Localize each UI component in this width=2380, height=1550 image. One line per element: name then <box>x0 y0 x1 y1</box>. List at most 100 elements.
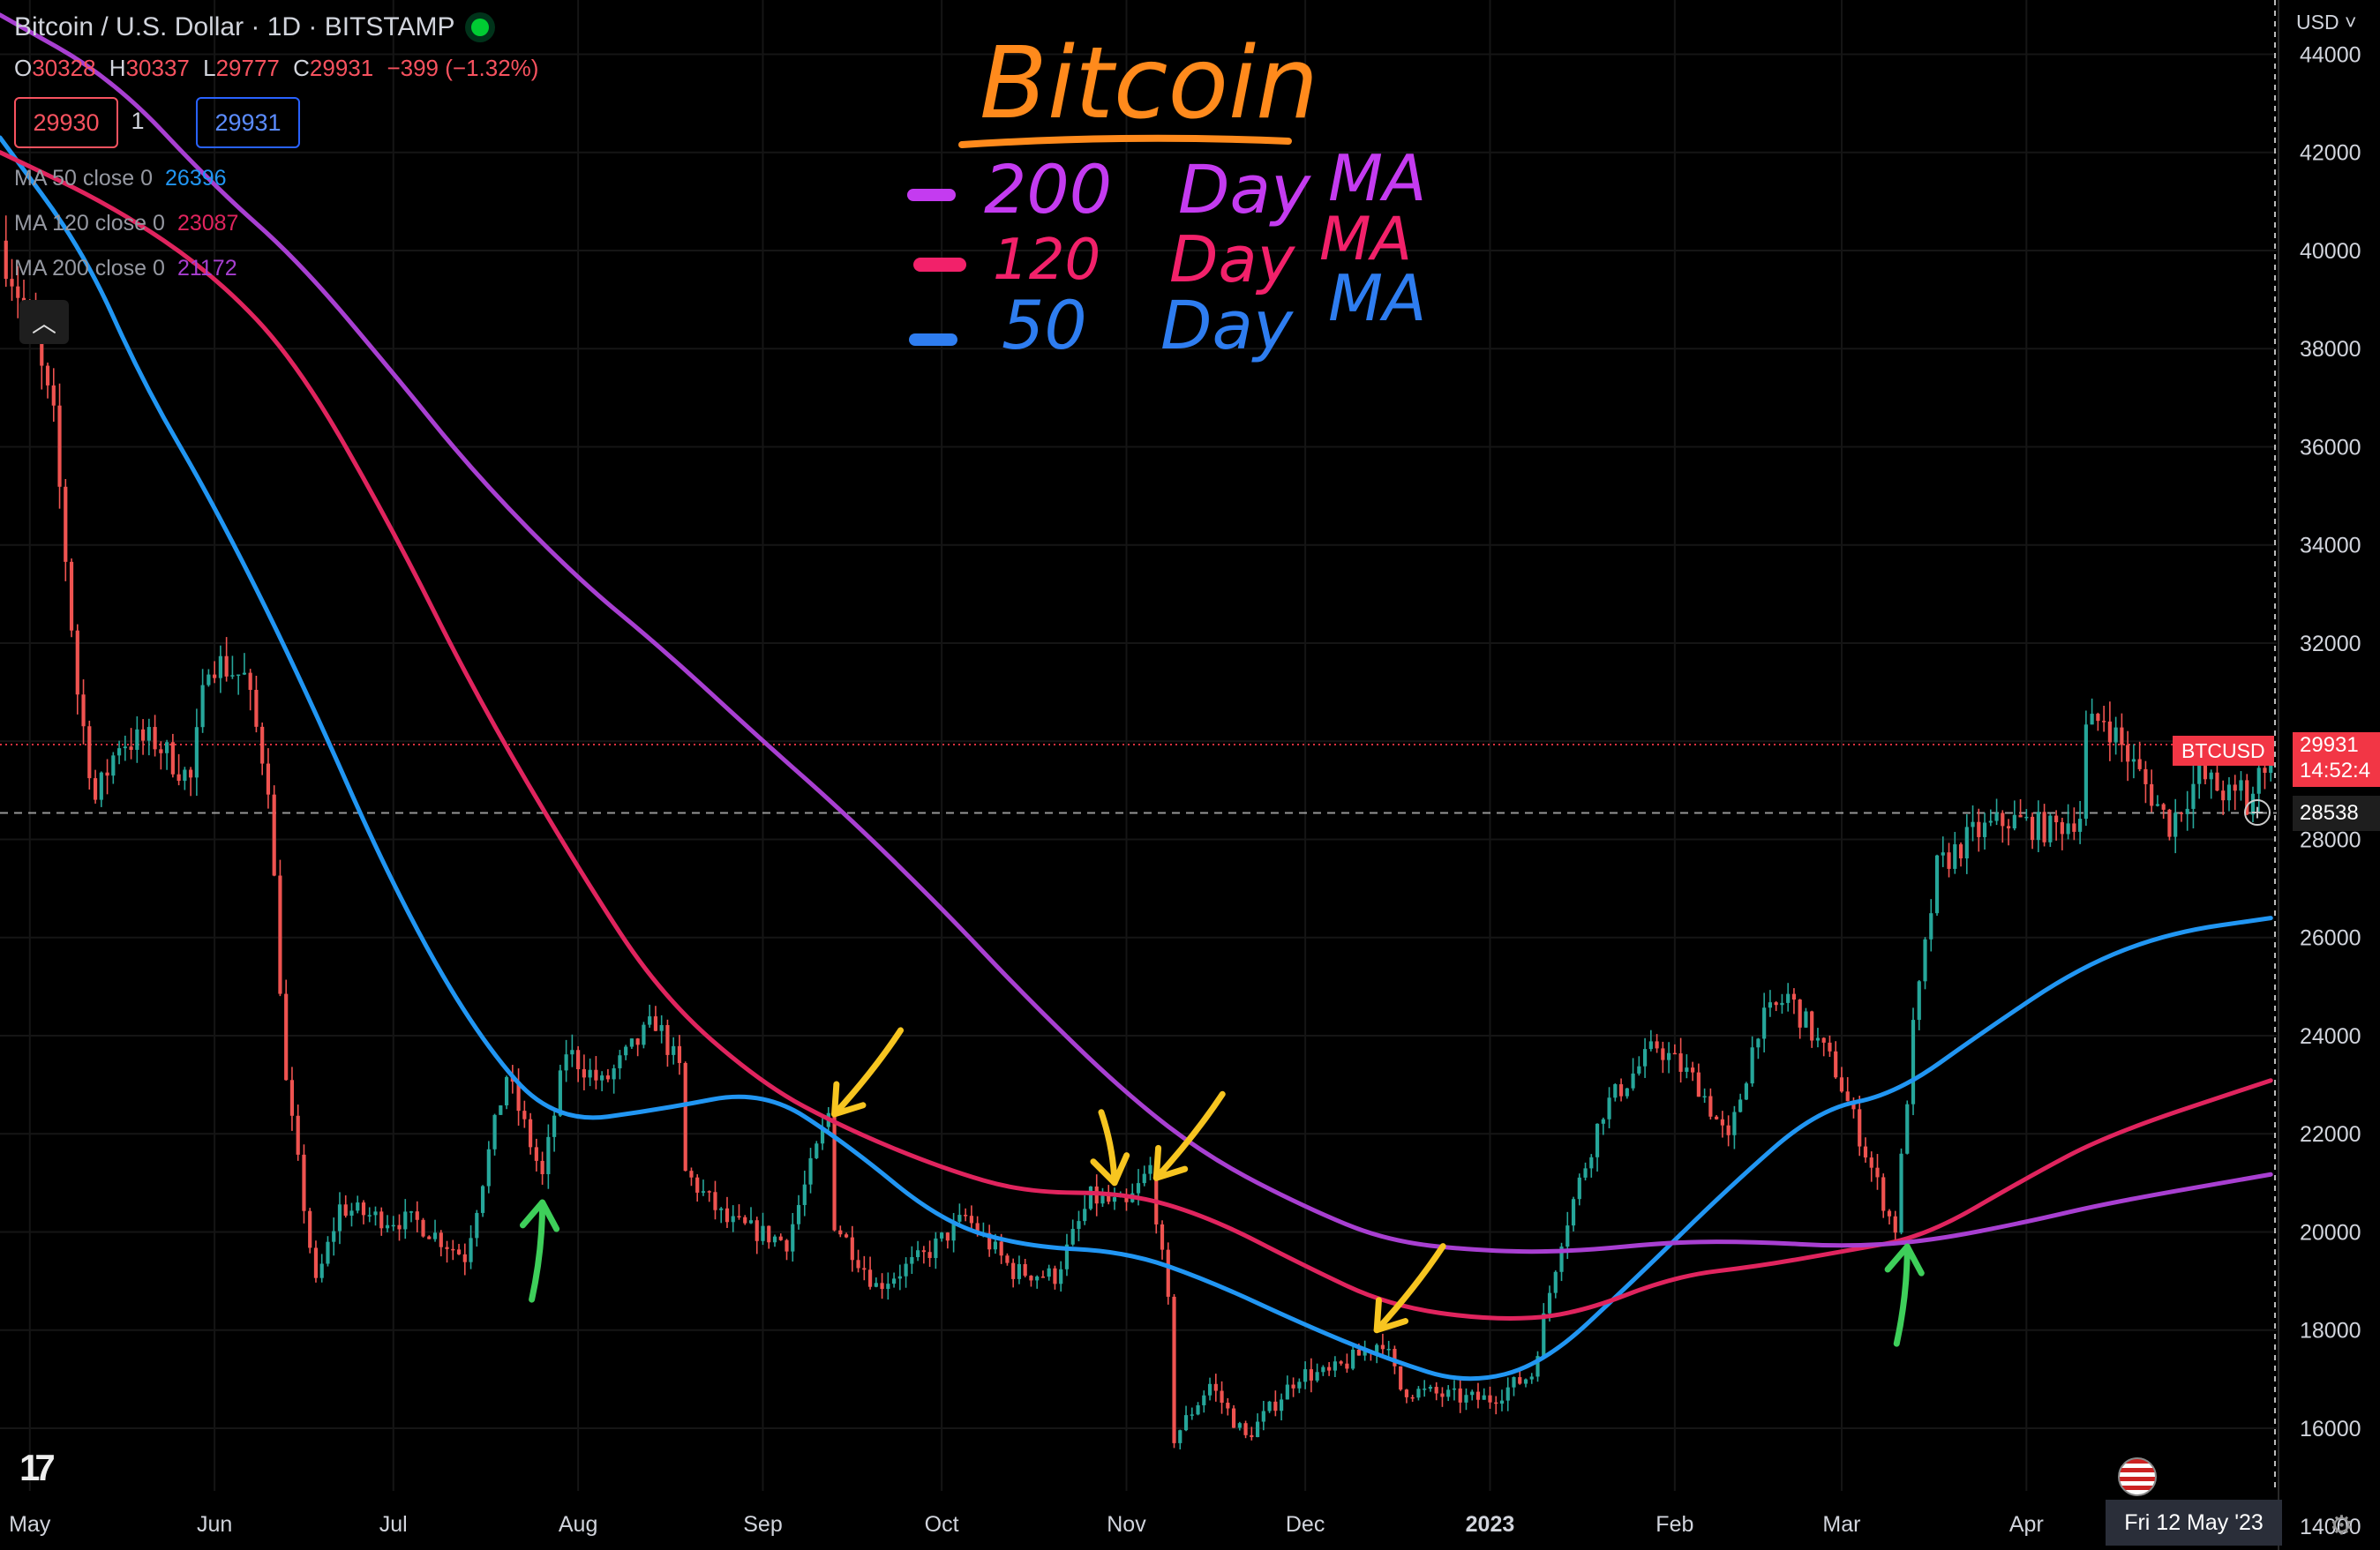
candle-body <box>904 1263 908 1277</box>
candle-body <box>1708 1096 1713 1117</box>
candle-body <box>1458 1388 1462 1403</box>
ma50-line <box>0 135 2273 1382</box>
candle-body <box>558 1070 562 1116</box>
gear-icon[interactable]: ⚙ <box>2330 1511 2354 1540</box>
arrow-shaft <box>529 1199 546 1303</box>
candle-body <box>1356 1349 1361 1356</box>
time-tick-label: Sep <box>743 1512 782 1537</box>
candle-body <box>10 279 14 287</box>
candle-body <box>296 1115 300 1155</box>
candle-body <box>677 1045 682 1063</box>
candle-body <box>2245 780 2249 815</box>
candle-body <box>1107 1195 1111 1202</box>
candle-body <box>2001 812 2005 827</box>
candle-body <box>1702 1096 1707 1098</box>
candle-body <box>635 1038 640 1045</box>
candle-body <box>1964 827 1969 859</box>
time-tick-label: Dec <box>1286 1512 1325 1537</box>
candle-body <box>2179 812 2184 814</box>
time-tick-label: Aug <box>559 1512 597 1537</box>
candle-body <box>75 630 79 695</box>
currency-selector[interactable]: USD ˅ <box>2296 11 2356 34</box>
us-flag-icon[interactable] <box>2118 1457 2157 1496</box>
candle-body <box>2030 816 2035 841</box>
legend-period: 200 <box>984 150 1113 228</box>
candle-body <box>1273 1401 1278 1411</box>
symbol-header[interactable]: Bitcoin / U.S. Dollar · 1D · BITSTAMP <box>14 12 489 42</box>
candle-body <box>957 1215 962 1222</box>
candle-body <box>1386 1349 1391 1351</box>
candle-body <box>469 1238 473 1262</box>
candle-body <box>2209 772 2213 780</box>
indicator-value: 26396 <box>165 166 227 191</box>
candle-body <box>1642 1049 1648 1067</box>
sell-price-button[interactable]: 29930 <box>14 97 118 148</box>
candle-body <box>403 1211 408 1230</box>
low-label: L <box>203 55 216 81</box>
candle-body <box>176 774 181 782</box>
candle-body <box>64 486 68 562</box>
crosshair-price: 28538 <box>2300 801 2359 825</box>
candle-body <box>1786 993 1791 1003</box>
candle-body <box>236 674 241 677</box>
tradingview-logo[interactable]: 17 <box>19 1447 56 1488</box>
buy-price-button[interactable]: 29931 <box>196 97 300 148</box>
candle-body <box>1768 1002 1773 1008</box>
candle-body <box>2174 812 2178 837</box>
close-label: C <box>293 55 310 81</box>
candle-body <box>1178 1430 1182 1443</box>
candle-body <box>183 769 187 782</box>
candle-body <box>105 772 109 776</box>
candle-body <box>1363 1350 1367 1356</box>
arrow-shaft <box>1152 1090 1226 1181</box>
arrow-shaft <box>1373 1243 1446 1334</box>
candle-body <box>51 385 56 406</box>
yellow-arrow <box>1373 1243 1446 1334</box>
candle-body <box>1005 1255 1010 1263</box>
candle-body <box>2203 764 2208 780</box>
candle-body <box>2144 768 2148 784</box>
candle-body <box>2102 721 2106 723</box>
candle-body <box>2090 714 2094 725</box>
candle-body <box>1446 1389 1451 1397</box>
price-tick-label: 28000 <box>2300 827 2361 852</box>
candle-body <box>319 1263 324 1278</box>
candle-body <box>1512 1377 1516 1388</box>
candle-body <box>1899 1153 1903 1233</box>
candle-body <box>665 1024 670 1055</box>
candle-body <box>1059 1269 1063 1284</box>
candle-body <box>213 674 217 678</box>
candle-body <box>2024 816 2029 819</box>
candle-body <box>1553 1271 1558 1293</box>
candle-body <box>1207 1383 1213 1396</box>
candle-body <box>659 1024 664 1031</box>
candle-body <box>1893 1216 1897 1233</box>
candle-body <box>772 1236 777 1243</box>
indicator-ma50[interactable]: MA 50 close 0 26396 <box>14 166 227 191</box>
candle-body <box>129 746 133 750</box>
candle-body <box>218 655 222 678</box>
chevron-up-icon[interactable]: ︿ <box>19 300 69 344</box>
candle-body <box>1124 1195 1129 1202</box>
candle-body <box>1029 1276 1033 1281</box>
indicator-ma120[interactable]: MA 120 close 0 23087 <box>14 211 238 236</box>
candle-body <box>564 1054 568 1071</box>
candle-body <box>1035 1277 1040 1281</box>
indicator-ma200[interactable]: MA 200 close 0 21172 <box>14 256 237 281</box>
candle-body <box>1040 1277 1046 1278</box>
arrow-head <box>519 1199 560 1232</box>
indicator-label: MA 50 close 0 <box>14 166 154 191</box>
candle-body <box>1625 1088 1629 1097</box>
candle-body <box>379 1211 384 1229</box>
candle-body <box>1977 821 1981 837</box>
candle-body <box>302 1154 306 1211</box>
candle-body <box>1243 1423 1248 1435</box>
plus-circle-icon[interactable]: + <box>2244 799 2271 826</box>
order-quantity[interactable]: 1 <box>131 107 145 134</box>
candle-body <box>2226 784 2232 801</box>
chevron-down-icon: ˅ <box>2344 11 2357 34</box>
candle-body <box>934 1238 938 1258</box>
candle-body <box>1309 1369 1313 1381</box>
candle-body <box>761 1225 765 1241</box>
